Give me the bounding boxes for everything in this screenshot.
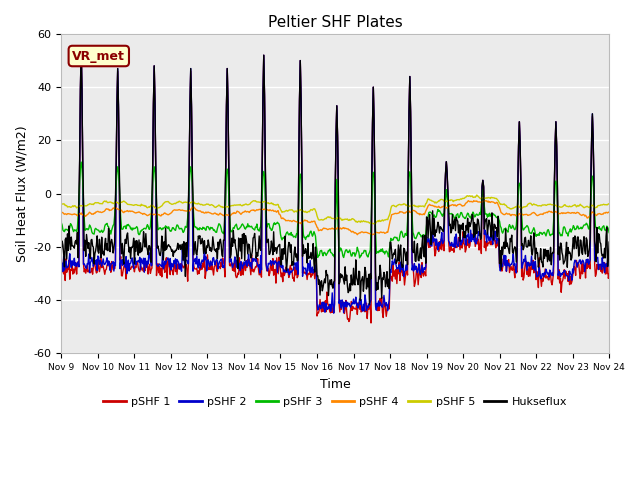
pSHF 2 [605, 264, 613, 269]
pSHF 3 [557, 233, 564, 239]
Hukseflux [381, 284, 389, 289]
pSHF 3 [328, 250, 335, 256]
pSHF 4 [58, 210, 65, 216]
pSHF 2 [557, 274, 564, 280]
pSHF 3 [436, 208, 444, 214]
pSHF 4 [381, 230, 388, 236]
pSHF 2 [381, 303, 389, 309]
Title: Peltier SHF Plates: Peltier SHF Plates [268, 15, 403, 30]
pSHF 4 [202, 210, 209, 216]
pSHF 4 [605, 210, 613, 216]
Hukseflux [365, 301, 373, 307]
pSHF 3 [605, 230, 613, 236]
pSHF 1 [179, 263, 186, 268]
pSHF 5 [327, 215, 335, 220]
pSHF 5 [381, 217, 388, 223]
pSHF 3 [58, 220, 65, 226]
pSHF 5 [58, 201, 65, 207]
pSHF 1 [557, 275, 564, 281]
pSHF 2 [330, 310, 337, 316]
pSHF 1 [77, 44, 85, 50]
pSHF 2 [328, 304, 335, 310]
pSHF 1 [605, 271, 613, 277]
pSHF 2 [58, 262, 65, 267]
pSHF 4 [178, 207, 186, 213]
pSHF 1 [367, 320, 375, 326]
Line: pSHF 5: pSHF 5 [61, 195, 609, 224]
pSHF 4 [465, 198, 472, 204]
Line: pSHF 4: pSHF 4 [61, 201, 609, 235]
Hukseflux [58, 247, 65, 252]
Hukseflux [605, 239, 613, 245]
pSHF 4 [557, 211, 564, 216]
Line: pSHF 2: pSHF 2 [61, 47, 609, 313]
Text: VR_met: VR_met [72, 49, 125, 62]
pSHF 2 [202, 254, 210, 260]
Hukseflux [179, 241, 186, 247]
pSHF 5 [370, 221, 378, 227]
Hukseflux [557, 240, 564, 246]
pSHF 1 [58, 257, 65, 263]
Y-axis label: Soil Heat Flux (W/m2): Soil Heat Flux (W/m2) [15, 125, 28, 262]
pSHF 3 [356, 255, 364, 261]
pSHF 4 [435, 204, 443, 209]
pSHF 1 [202, 269, 210, 275]
pSHF 2 [179, 247, 186, 252]
pSHF 4 [327, 226, 335, 232]
Hukseflux [77, 44, 85, 50]
pSHF 1 [328, 306, 335, 312]
pSHF 2 [77, 44, 85, 50]
pSHF 5 [202, 202, 209, 208]
pSHF 2 [436, 243, 444, 249]
pSHF 5 [178, 200, 186, 205]
pSHF 5 [605, 201, 613, 207]
pSHF 1 [381, 305, 389, 311]
Legend: pSHF 1, pSHF 2, pSHF 3, pSHF 4, pSHF 5, Hukseflux: pSHF 1, pSHF 2, pSHF 3, pSHF 4, pSHF 5, … [99, 393, 572, 412]
X-axis label: Time: Time [320, 378, 351, 391]
pSHF 5 [557, 204, 564, 210]
pSHF 4 [353, 232, 361, 238]
Line: pSHF 3: pSHF 3 [61, 162, 609, 258]
pSHF 3 [77, 159, 85, 165]
Line: Hukseflux: Hukseflux [61, 47, 609, 304]
pSHF 3 [202, 228, 210, 233]
pSHF 3 [179, 227, 186, 233]
Hukseflux [328, 277, 335, 283]
Line: pSHF 1: pSHF 1 [61, 47, 609, 323]
pSHF 5 [473, 192, 481, 198]
Hukseflux [436, 230, 444, 236]
pSHF 5 [435, 198, 443, 204]
pSHF 3 [381, 249, 389, 255]
pSHF 1 [436, 239, 444, 244]
Hukseflux [202, 251, 210, 256]
